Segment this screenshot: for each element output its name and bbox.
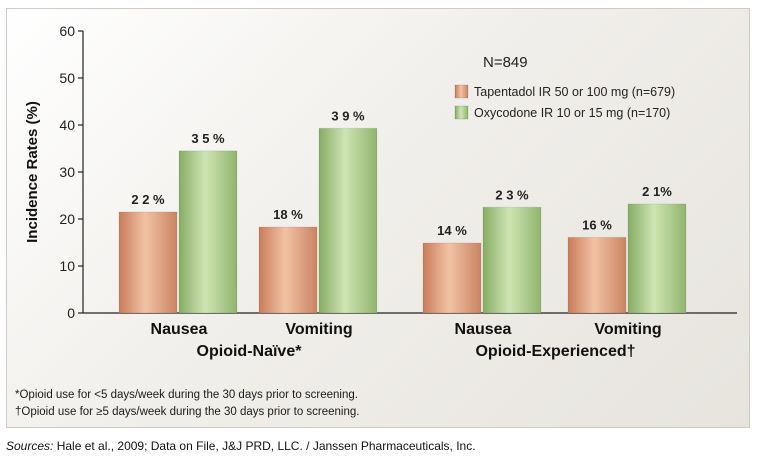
y-axis-title: Incidence Rates (%) — [24, 101, 41, 243]
bar-tapentadol — [118, 211, 178, 314]
sources-line: Sources: Hale et al., 2009; Data on File… — [6, 439, 476, 453]
bar-oxycodone — [318, 127, 378, 314]
bar-tapentadol — [258, 226, 318, 314]
data-label: 14 % — [437, 223, 467, 238]
legend-label: Oxycodone IR 10 or 15 mg (n=170) — [474, 106, 670, 120]
chart: 0 10 20 30 40 50 60 Incidence Rates (%) 2 2 % 3 … — [24, 23, 737, 360]
sources-text: Hale et al., 2009; Data on File, J&J PRD… — [53, 439, 476, 453]
legend-label: Tapentadol IR 50 or 100 mg (n=679) — [474, 85, 675, 99]
legend-swatch — [454, 84, 469, 99]
bar-tapentadol — [422, 242, 482, 314]
category-label: Nausea — [455, 321, 512, 338]
group-label: Opioid-Naïve* — [197, 343, 303, 360]
footnote-opioid-naive: *Opioid use for <5 days/week during the … — [15, 389, 358, 401]
footnote-opioid-experienced: †Opioid use for ≥5 days/week during the … — [15, 406, 360, 418]
data-label: 2 3 % — [495, 187, 529, 202]
bar-oxycodone — [627, 203, 687, 314]
y-tick-label: 40 — [59, 117, 75, 133]
bar-oxycodone — [482, 206, 542, 314]
y-tick-label: 20 — [59, 211, 75, 227]
y-tick-label: 50 — [59, 70, 75, 86]
legend-swatch — [454, 105, 469, 120]
group-label: Opioid-Experienced† — [475, 343, 635, 360]
bar-tapentadol — [567, 236, 627, 314]
category-label: Vomiting — [285, 321, 352, 338]
category-label: Nausea — [151, 321, 208, 338]
category-label: Vomiting — [594, 321, 661, 338]
y-tick-label: 60 — [59, 23, 75, 39]
sources-prefix: Sources: — [6, 439, 54, 453]
data-label: 16 % — [582, 217, 612, 232]
data-label: 3 9 % — [331, 108, 365, 123]
y-tick-label: 0 — [67, 305, 75, 321]
y-tick-label: 10 — [59, 258, 75, 274]
data-label: 2 1% — [642, 184, 672, 199]
bar-oxycodone — [178, 150, 238, 314]
chart-title: N=849 — [483, 54, 528, 71]
chart-panel: 0 10 20 30 40 50 60 Incidence Rates (%) 2 2 % 3 … — [6, 8, 750, 428]
data-label: 3 5 % — [191, 131, 225, 146]
y-tick-label: 30 — [59, 164, 75, 180]
data-label: 2 2 % — [131, 192, 165, 207]
data-label: 18 % — [273, 207, 303, 222]
